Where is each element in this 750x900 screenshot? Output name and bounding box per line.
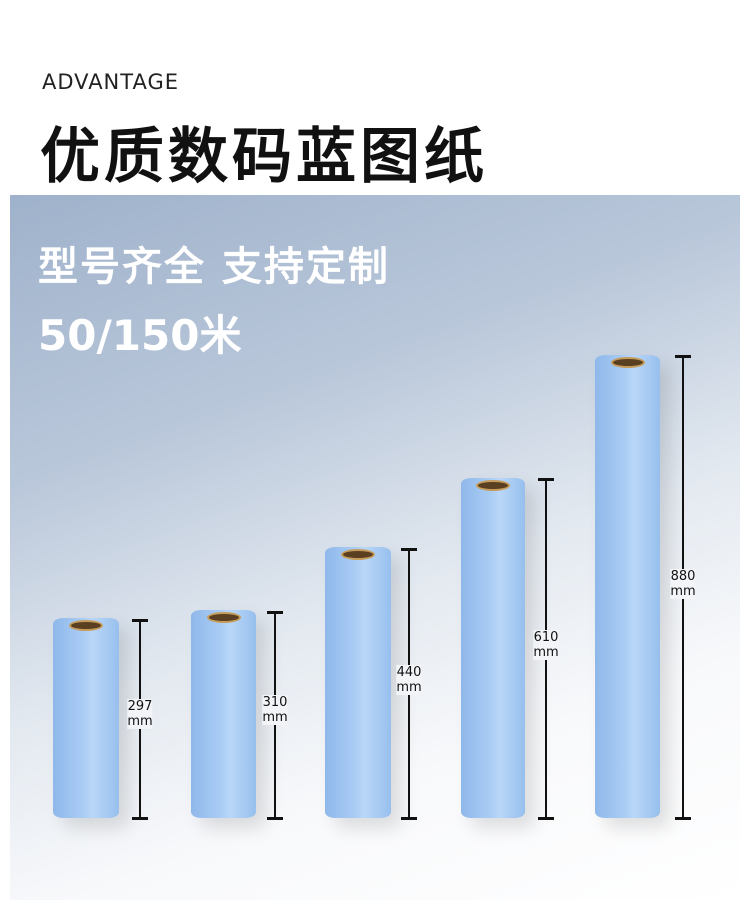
paper-roll-310 [191,610,256,818]
size-label: 440 mm [396,665,422,695]
subtitle: 型号齐全 支持定制 [38,244,390,290]
paper-roll-610 [461,478,525,818]
size-label: 297 mm [127,699,153,729]
roll-core [69,620,103,631]
length-label: 50/150米 [38,311,242,360]
paper-roll-297 [53,618,119,818]
size-label: 880 mm [670,569,696,599]
page-title: 优质数码蓝图纸 [40,122,488,192]
roll-core [610,357,645,368]
advantage-label: ADVANTAGE [42,70,179,94]
size-label: 610 mm [533,630,559,660]
paper-roll-880 [595,355,660,818]
paper-roll-440 [325,547,391,818]
size-label: 310 mm [262,695,288,725]
roll-core [341,549,375,560]
roll-core [476,480,510,491]
roll-core [206,612,241,623]
